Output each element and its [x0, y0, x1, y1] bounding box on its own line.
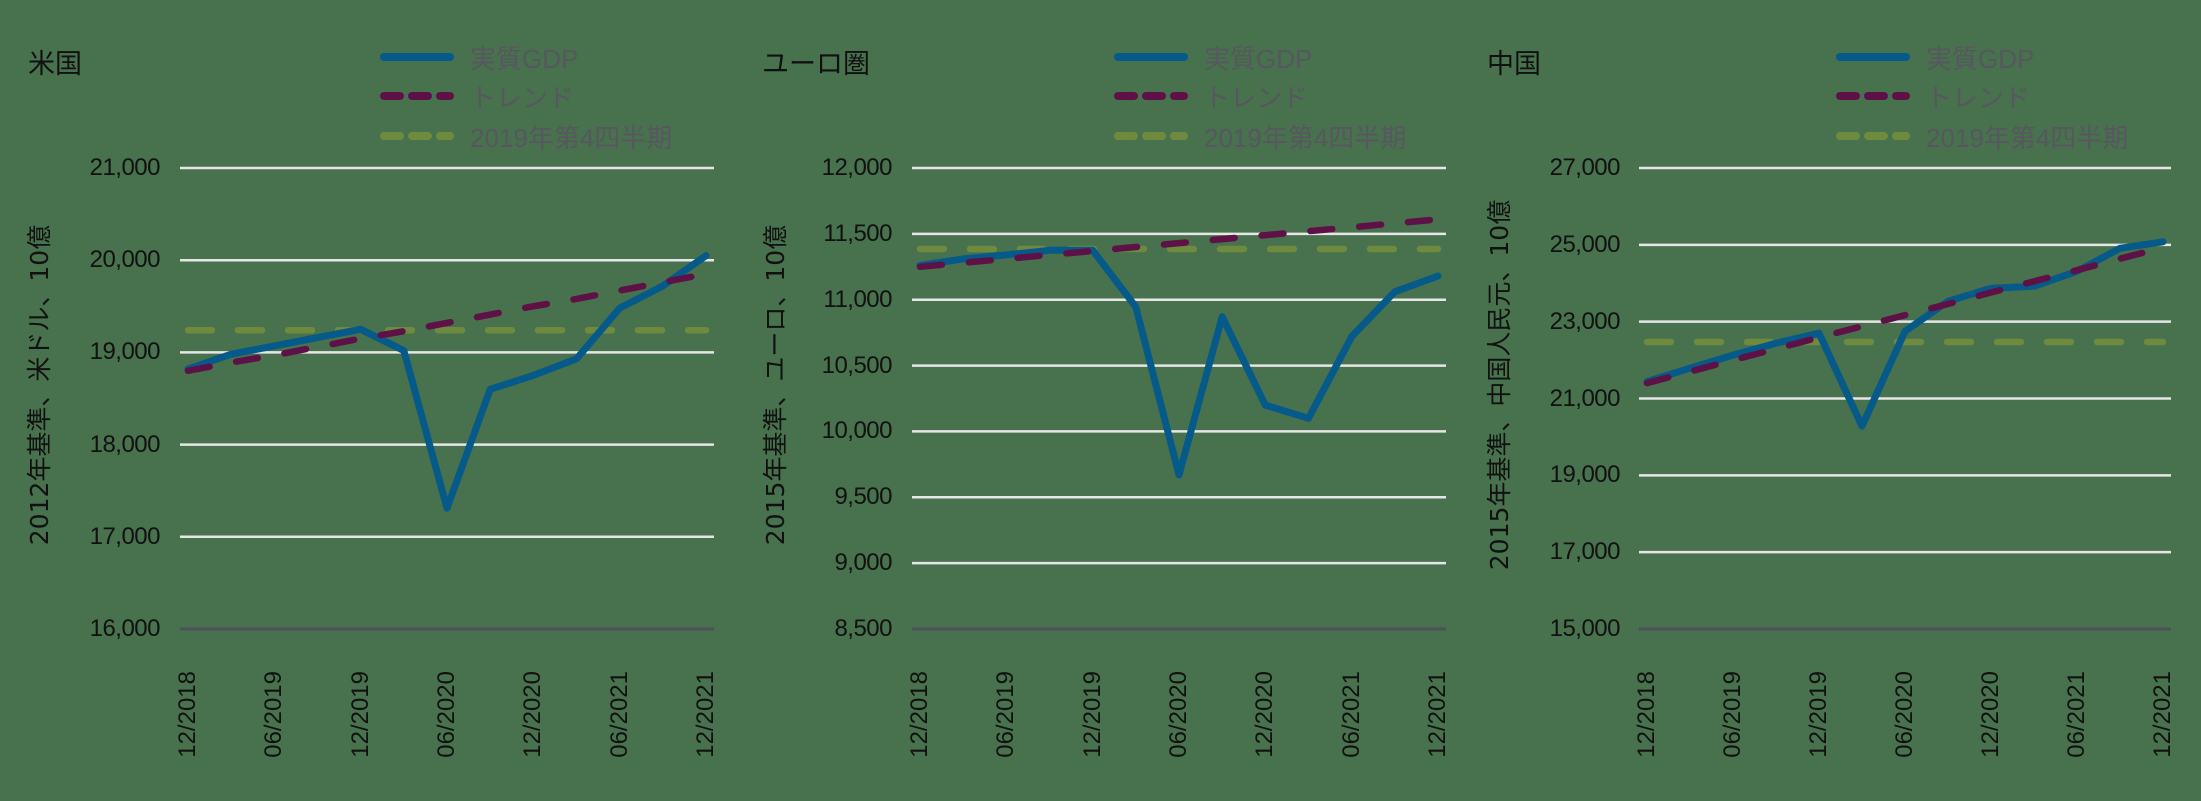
legend-label: トレンド: [470, 82, 575, 113]
legend-label: 実質GDP: [1204, 43, 1313, 74]
y-tick-label: 17,000: [89, 522, 161, 550]
real-gdp-swatch-icon: [1836, 53, 1910, 61]
trend-line: [1643, 244, 2167, 387]
legend-item-real-gdp: 実質GDP: [1836, 40, 2034, 74]
legend-label: トレンド: [1204, 82, 1309, 113]
y-tick-label: 18,000: [89, 430, 161, 458]
legend-label: トレンド: [1926, 82, 2031, 113]
y-tick-label: 20,000: [89, 246, 161, 274]
chart-title: 中国: [1487, 49, 1541, 80]
y-tick-label: 8,500: [834, 615, 892, 642]
real-gdp-line: [916, 246, 1442, 479]
q4-2019-swatch-icon: [1114, 132, 1188, 140]
q4-2019-swatch-icon: [1836, 132, 1910, 140]
y-tick-label: 11,500: [823, 219, 892, 247]
real-gdp-line: [184, 252, 710, 512]
legend-label: 2019年第4四半期: [470, 122, 673, 153]
y-tick-label: 17,000: [1549, 538, 1621, 566]
trend-line: [184, 270, 710, 375]
chart-title: ユーロ圏: [762, 49, 870, 80]
y-tick-label: 10,500: [821, 351, 893, 379]
legend-item-trend: トレンド: [380, 79, 574, 113]
chart-title: 米国: [28, 49, 82, 80]
q4-2019-swatch-icon: [380, 132, 454, 140]
legend-item-q4-2019: 2019年第4四半期: [1114, 119, 1406, 153]
legend-item-real-gdp: 実質GDP: [380, 40, 578, 74]
legend-label: 2019年第4四半期: [1926, 122, 2129, 153]
y-tick-label: 21,000: [1549, 384, 1621, 412]
trend-swatch-icon: [380, 92, 454, 100]
legend-item-q4-2019: 2019年第4四半期: [1836, 119, 2128, 153]
y-tick-label: 9,500: [834, 483, 892, 511]
legend-item-real-gdp: 実質GDP: [1114, 40, 1312, 74]
legend-item-q4-2019: 2019年第4四半期: [380, 119, 672, 153]
legend-item-trend: トレンド: [1114, 79, 1308, 113]
real-gdp-swatch-icon: [380, 53, 454, 61]
legend-label: 実質GDP: [470, 43, 579, 74]
y-tick-label: 21,000: [89, 154, 161, 181]
y-tick-label: 9,000: [834, 549, 892, 577]
legend-item-trend: トレンド: [1836, 79, 2030, 113]
y-tick-label: 11,000: [823, 285, 892, 313]
y-tick-label: 27,000: [1549, 154, 1621, 181]
y-tick-label: 16,000: [89, 615, 161, 642]
trend-swatch-icon: [1836, 92, 1910, 100]
real-gdp-swatch-icon: [1114, 53, 1188, 61]
y-tick-label: 23,000: [1549, 307, 1621, 335]
y-tick-label: 19,000: [89, 338, 161, 366]
y-tick-label: 15,000: [1549, 615, 1621, 642]
y-tick-label: 19,000: [1549, 461, 1621, 489]
y-tick-label: 10,000: [821, 417, 893, 445]
legend-label: 2019年第4四半期: [1204, 122, 1407, 153]
legend-label: 実質GDP: [1926, 43, 2035, 74]
trend-swatch-icon: [1114, 92, 1188, 100]
trend-line: [916, 216, 1442, 271]
y-tick-label: 12,000: [821, 154, 893, 181]
y-tick-label: 25,000: [1549, 230, 1621, 258]
